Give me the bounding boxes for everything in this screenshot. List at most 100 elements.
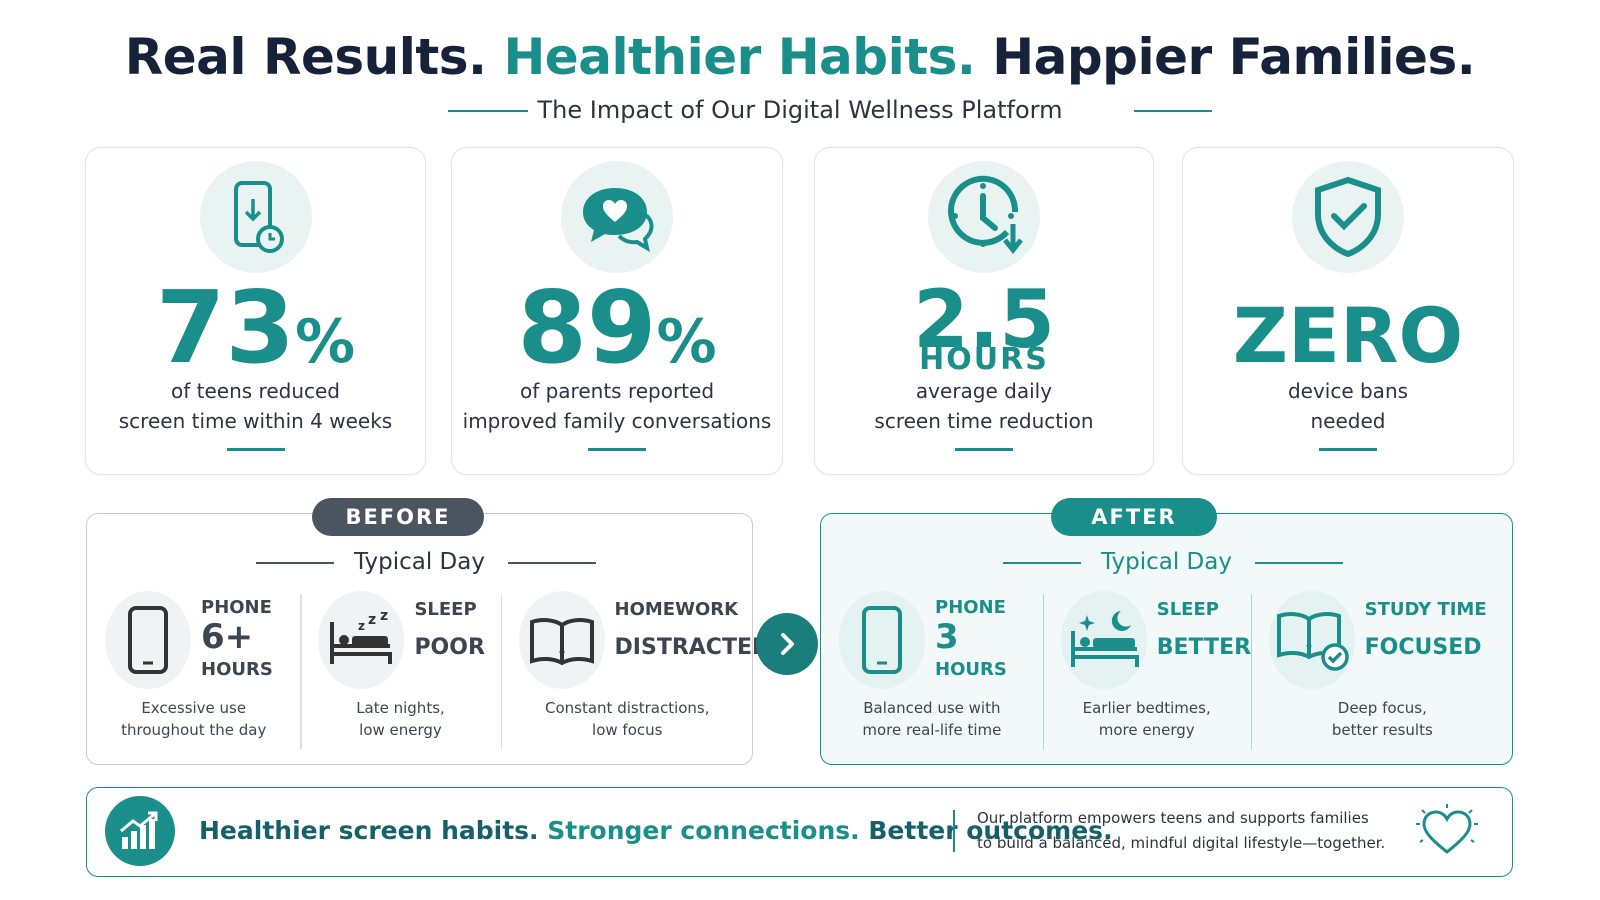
day-item: HOMEWORK DISTRACTED Constant distractions,… (507, 589, 770, 749)
rule (507, 562, 596, 564)
item-icon (518, 591, 605, 689)
heart-icon (1416, 804, 1478, 854)
item-value: 6+ (201, 617, 254, 657)
rule (448, 110, 528, 112)
day-item: STUDY TIME FOCUSED Deep focus, better resul… (1257, 589, 1508, 749)
desc-line: more energy (1098, 721, 1195, 739)
caption-line: device bans (1287, 379, 1409, 403)
item-desc: Excessive use throughout the day (93, 697, 294, 741)
item-desc: Balanced use with more real-life time (827, 697, 1037, 741)
item-label: SLEEP (1156, 599, 1219, 620)
desc-line: Constant distractions, (545, 699, 710, 717)
stat-card: 89% of parents reported improved family co… (451, 147, 783, 475)
footer-icon (105, 796, 175, 866)
item-desc: Late nights, low energy (306, 697, 494, 741)
caption-line: of parents reported (519, 379, 715, 403)
desc-line: low focus (592, 721, 663, 739)
desc-line: Excessive use (141, 699, 247, 717)
stat-caption: of teens reduced screen time within 4 wee… (86, 376, 425, 436)
desc-line: Late nights, (356, 699, 445, 717)
item-value: DISTRACTED (614, 635, 771, 660)
underline (588, 448, 646, 451)
day-item: PHONE 3 HOURS Balanced use with more real-li… (827, 589, 1037, 749)
day-item: z z z SLEEP POOR Late nights, low energy (306, 589, 494, 749)
item-value: POOR (414, 635, 485, 660)
value-unit: % (656, 307, 717, 377)
title-part: Healthier Habits. (503, 28, 976, 86)
item-label: PHONE (201, 597, 272, 618)
value-number: 89 (517, 269, 657, 386)
desc-line: better results (1331, 721, 1433, 739)
title-part: Happier Families. (992, 28, 1476, 86)
day-item: SLEEP BETTER Earlier bedtimes, more energy (1049, 589, 1251, 749)
before-panel: BEFORE Typical Day PHONE 6+ HOURS Excessive u… (86, 498, 770, 765)
desc-line: Deep focus, (1337, 699, 1427, 717)
caption-line: needed (1310, 409, 1386, 433)
divider (1250, 594, 1253, 749)
divider (500, 594, 503, 749)
text-line: Our platform empowers teens and supports… (977, 809, 1369, 827)
headline-part: Better outcomes. (868, 816, 1113, 845)
stat-caption: of parents reported improved family conve… (452, 376, 782, 436)
caption-line: average daily (915, 379, 1053, 403)
item-label: STUDY TIME (1364, 599, 1487, 620)
stat-caption: average daily screen time reduction (815, 376, 1153, 436)
item-value: FOCUSED (1364, 635, 1482, 660)
headline-part: Stronger connections. (547, 816, 860, 845)
stat-icon (1292, 161, 1404, 273)
after-panel: AFTER Typical Day PHONE 3 HOURS Balanced use … (820, 498, 1513, 765)
subtitle: The Impact of Our Digital Wellness Platf… (537, 96, 1063, 124)
item-unit: HOURS (201, 659, 273, 680)
item-value: 3 (935, 617, 959, 657)
desc-line: more real-life time (862, 721, 1002, 739)
rule (1254, 562, 1343, 564)
stat-card: ZERO device bans needed (1182, 147, 1514, 475)
item-label: SLEEP (414, 599, 477, 620)
day-item: PHONE 6+ HOURS Excessive use throughout the … (93, 589, 294, 749)
item-icon (1060, 591, 1147, 689)
desc-line: Balanced use with (863, 699, 1001, 717)
footer-text: Our platform empowers teens and supports… (977, 806, 1385, 856)
divider (1042, 594, 1045, 749)
rule (1002, 562, 1081, 564)
stat-value: 73% (86, 278, 425, 378)
underline (1319, 448, 1377, 451)
panel-title: Typical Day (1101, 549, 1232, 575)
stat-icon (928, 161, 1040, 273)
value-unit: % (295, 307, 356, 377)
badge: BEFORE (312, 498, 484, 536)
stat-value: ZERO (1183, 298, 1513, 374)
divider (953, 810, 955, 852)
stat-caption: device bans needed (1183, 376, 1513, 436)
item-icon (105, 591, 191, 689)
item-label: PHONE (935, 597, 1006, 618)
stat-value: 89% (452, 278, 782, 378)
desc-line: throughout the day (121, 721, 267, 739)
footer: Healthier screen habits. Stronger connec… (86, 787, 1513, 877)
caption-line: screen time reduction (874, 409, 1094, 433)
divider (300, 594, 302, 749)
footer-headline: Healthier screen habits. Stronger connec… (199, 816, 1113, 845)
svg-text:z: z (380, 612, 388, 624)
badge: AFTER (1051, 498, 1217, 536)
text-line: to build a balanced, mindful digital lif… (977, 834, 1386, 852)
svg-text:z: z (368, 612, 376, 628)
item-desc: Deep focus, better results (1257, 697, 1508, 741)
title: Real Results. Healthier Habits. Happier … (0, 28, 1600, 86)
desc-line: low energy (359, 721, 442, 739)
value-number: ZERO (1232, 291, 1464, 380)
stat-card: 2.5 HOURS average daily screen time reducti… (814, 147, 1154, 475)
panel-title: Typical Day (354, 549, 485, 575)
stat-icon (199, 161, 312, 273)
stat-value: 2.5 (913, 273, 1055, 366)
underline (955, 448, 1013, 451)
item-icon (1268, 591, 1355, 689)
caption-line: of teens reduced (171, 379, 340, 403)
item-value: BETTER (1156, 635, 1252, 660)
desc-line: Earlier bedtimes, (1082, 699, 1211, 717)
title-part: Real Results. (124, 28, 487, 86)
value-number: 73 (155, 269, 296, 386)
item-label: HOMEWORK (614, 599, 739, 620)
underline (226, 448, 285, 451)
